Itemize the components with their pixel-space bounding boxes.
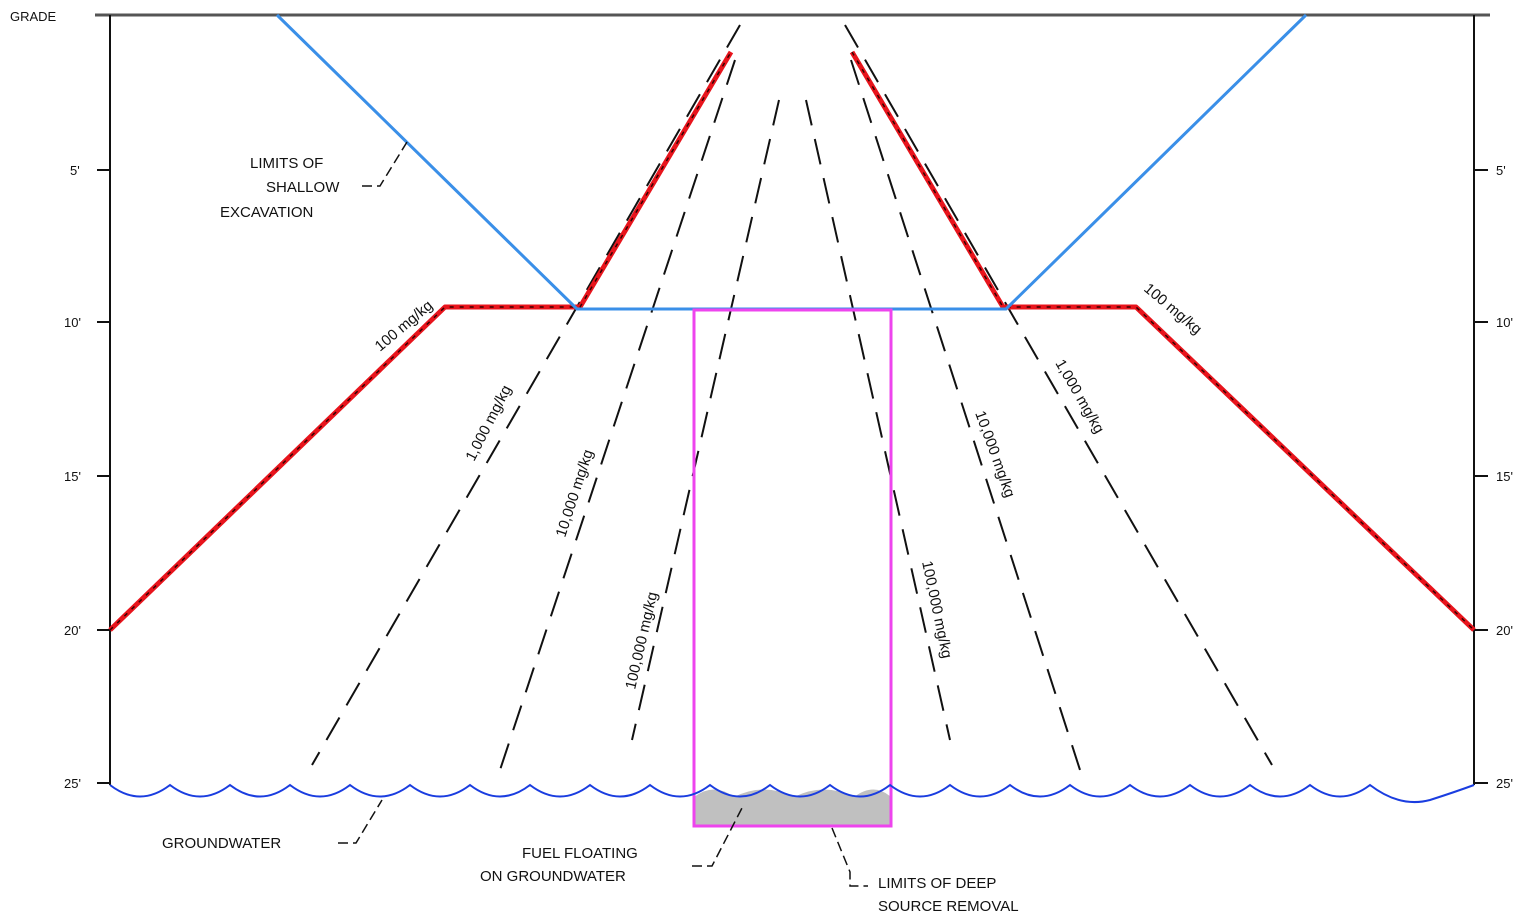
shallow-excavation-limit xyxy=(275,13,1308,311)
contour-10000-right xyxy=(850,59,1081,771)
contour-1000-right xyxy=(844,24,1273,766)
grade-label: GRADE xyxy=(10,9,57,24)
left-label-5: 5' xyxy=(70,163,80,178)
left-label-25: 25' xyxy=(64,776,81,791)
contour-100-right-core xyxy=(851,51,1475,631)
shallow-excavation-callout-line1: LIMITS OF xyxy=(250,155,323,172)
contour-100000-right xyxy=(805,99,951,741)
contour-1000-left xyxy=(311,24,741,766)
contour-label-1000-right: 1,000 mg/kg xyxy=(1052,357,1108,437)
contour-10000-left xyxy=(499,59,736,771)
contour-100-left-core xyxy=(109,51,732,631)
shallow-excavation-callout-line2: SHALLOW xyxy=(266,179,340,196)
shallow-excavation-leader xyxy=(362,141,408,187)
left-label-15: 15' xyxy=(64,469,81,484)
deep-source-callout-line1: LIMITS OF DEEP xyxy=(878,875,996,892)
groundwater-callout: GROUNDWATER xyxy=(162,835,281,852)
deep-source-removal-limit xyxy=(692,308,893,828)
left-label-10: 10' xyxy=(64,315,81,330)
fuel-callout-line2: ON GROUNDWATER xyxy=(480,868,626,885)
right-label-25: 25' xyxy=(1496,776,1513,791)
right-label-20: 20' xyxy=(1496,623,1513,638)
dashed-contours xyxy=(311,24,1273,771)
right-label-10: 10' xyxy=(1496,315,1513,330)
right-label-15: 15' xyxy=(1496,469,1513,484)
fuel-callout-line1: FUEL FLOATING xyxy=(522,845,638,862)
contour-100-left xyxy=(108,50,734,632)
fuel-layer xyxy=(694,789,891,826)
contour-label-1000-left: 1,000 mg/kg xyxy=(462,383,515,464)
right-label-5: 5' xyxy=(1496,163,1506,178)
contour-label-10000-left: 10,000 mg/kg xyxy=(553,448,597,540)
groundwater-leader xyxy=(338,799,383,844)
contour-100-right xyxy=(849,50,1476,632)
deep-source-callout-line2: SOURCE REMOVAL xyxy=(878,898,1019,915)
contour-label-100-right: 100 mg/kg xyxy=(1140,280,1205,338)
deep-source-leader xyxy=(831,827,868,887)
contour-label-100000-left: 100,000 mg/kg xyxy=(622,590,661,691)
contour-label-100000-right: 100,000 mg/kg xyxy=(918,559,955,660)
groundwater-line xyxy=(109,783,1475,804)
contour-100000-left xyxy=(631,99,780,741)
left-label-20: 20' xyxy=(64,623,81,638)
fuel-leader xyxy=(692,807,743,867)
shallow-excavation-callout-line3: EXCAVATION xyxy=(220,204,313,221)
